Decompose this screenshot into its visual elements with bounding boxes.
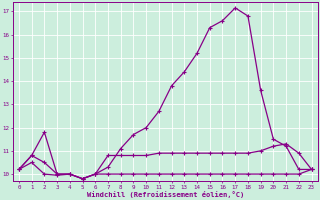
X-axis label: Windchill (Refroidissement éolien,°C): Windchill (Refroidissement éolien,°C): [87, 191, 244, 198]
